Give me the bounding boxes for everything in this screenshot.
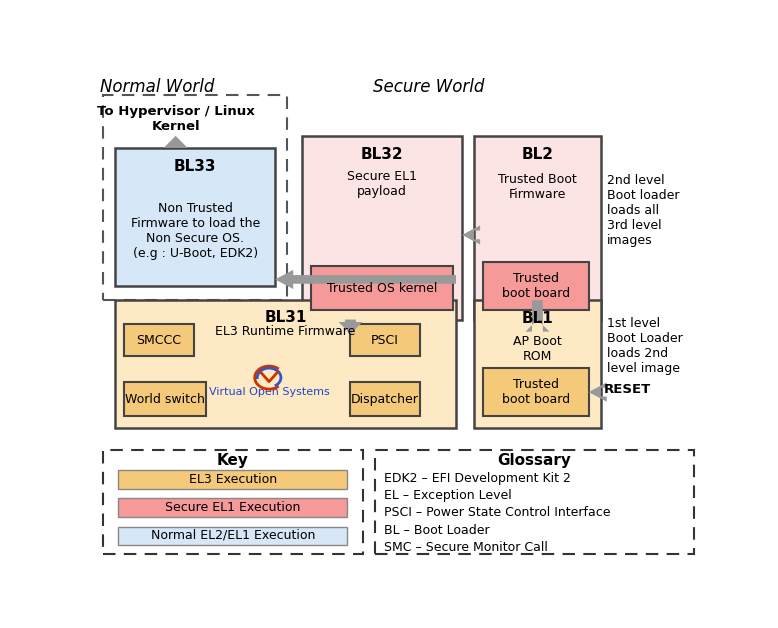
FancyBboxPatch shape [483, 261, 589, 310]
Text: World switch: World switch [125, 393, 205, 406]
Polygon shape [163, 136, 187, 148]
Text: Secure EL1
payload: Secure EL1 payload [347, 170, 417, 198]
FancyBboxPatch shape [115, 148, 275, 286]
Text: Non Trusted
Firmware to load the
Non Secure OS.
(e.g : U-Boot, EDK2): Non Trusted Firmware to load the Non Sec… [131, 202, 260, 261]
Text: 2nd level
Boot loader
loads all
3rd level
images: 2nd level Boot loader loads all 3rd leve… [607, 174, 679, 247]
Text: SMC – Secure Monitor Call: SMC – Secure Monitor Call [384, 541, 548, 555]
Text: Trusted Boot
Firmware: Trusted Boot Firmware [498, 173, 576, 200]
Text: RESET: RESET [604, 383, 651, 396]
FancyBboxPatch shape [375, 450, 694, 554]
Text: Trusted OS kernel: Trusted OS kernel [327, 281, 437, 295]
Text: Trusted
boot board: Trusted boot board [502, 378, 570, 406]
Polygon shape [338, 320, 363, 334]
Text: SMCCC: SMCCC [137, 333, 181, 347]
Text: BL2: BL2 [521, 147, 553, 161]
FancyBboxPatch shape [103, 450, 363, 554]
Text: BL – Boot Loader: BL – Boot Loader [384, 524, 489, 537]
FancyBboxPatch shape [350, 325, 420, 356]
Polygon shape [275, 270, 456, 289]
FancyBboxPatch shape [118, 499, 348, 517]
FancyBboxPatch shape [118, 470, 348, 489]
Text: BL31: BL31 [265, 310, 307, 325]
Text: Key: Key [217, 453, 249, 468]
Polygon shape [589, 382, 607, 402]
Text: To Hypervisor / Linux
Kernel: To Hypervisor / Linux Kernel [96, 105, 254, 133]
FancyBboxPatch shape [124, 382, 205, 416]
Text: AP Boot
ROM: AP Boot ROM [513, 335, 562, 362]
Text: BL33: BL33 [174, 159, 216, 174]
Text: Normal World: Normal World [100, 78, 215, 97]
FancyBboxPatch shape [124, 325, 194, 356]
Text: PSCI: PSCI [371, 333, 399, 347]
Text: EDK2 – EFI Development Kit 2: EDK2 – EFI Development Kit 2 [384, 472, 570, 485]
FancyBboxPatch shape [311, 266, 453, 310]
FancyBboxPatch shape [118, 526, 348, 545]
Text: Glossary: Glossary [497, 453, 571, 468]
Text: BL1: BL1 [521, 311, 553, 326]
Text: PSCI – Power State Control Interface: PSCI – Power State Control Interface [384, 506, 610, 519]
FancyBboxPatch shape [483, 368, 589, 416]
Text: EL3 Runtime Firmware: EL3 Runtime Firmware [216, 325, 356, 338]
Text: EL3 Execution: EL3 Execution [189, 473, 277, 485]
Text: Trusted
boot board: Trusted boot board [502, 272, 570, 300]
Text: Secure World: Secure World [373, 78, 485, 97]
FancyBboxPatch shape [350, 382, 420, 416]
FancyBboxPatch shape [115, 300, 456, 428]
FancyBboxPatch shape [302, 136, 462, 320]
Text: 1st level
Boot Loader
loads 2nd
level image: 1st level Boot Loader loads 2nd level im… [607, 317, 682, 375]
Text: EL – Exception Level: EL – Exception Level [384, 489, 511, 502]
Text: Secure EL1 Execution: Secure EL1 Execution [165, 501, 300, 514]
Text: Virtual Open Systems: Virtual Open Systems [209, 387, 329, 397]
Polygon shape [462, 225, 480, 244]
FancyBboxPatch shape [474, 300, 601, 428]
Text: BL32: BL32 [361, 147, 404, 161]
Text: Normal EL2/EL1 Execution: Normal EL2/EL1 Execution [151, 529, 315, 542]
Text: Dispatcher: Dispatcher [351, 393, 419, 406]
FancyBboxPatch shape [474, 136, 601, 320]
Polygon shape [525, 300, 549, 332]
